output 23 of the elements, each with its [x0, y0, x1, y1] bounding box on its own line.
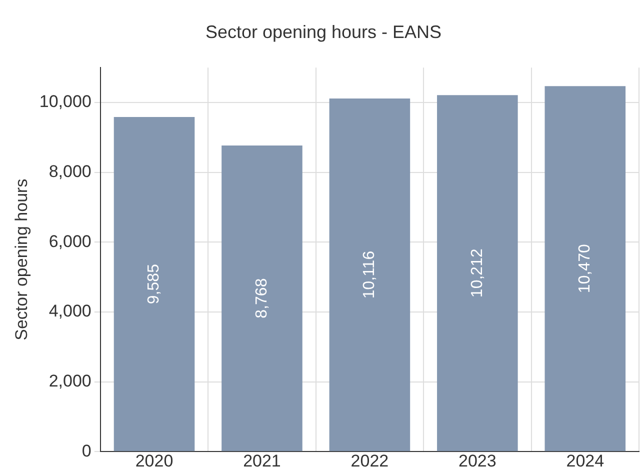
data-label: 9,585	[146, 264, 163, 304]
data-label: 10,212	[468, 248, 486, 298]
bar	[437, 95, 518, 452]
y-axis-title: Sector opening hours	[12, 178, 31, 340]
x-tick-label: 2024	[566, 451, 604, 470]
y-tick-label: 8,000	[48, 162, 92, 182]
data-label: 10,116	[361, 250, 378, 299]
x-tick-label: 2022	[350, 451, 389, 470]
bar	[544, 86, 626, 452]
x-tick-label: 2020	[135, 451, 174, 470]
x-tick-label: 2023	[458, 451, 496, 470]
x-tick-label: 2021	[243, 451, 281, 470]
y-tick-label: 0	[82, 441, 92, 460]
data-label: 10,470	[576, 244, 594, 294]
y-tick-label: 10,000	[39, 92, 92, 112]
y-tick-label: 6,000	[48, 232, 92, 251]
bar	[114, 116, 195, 452]
bar	[329, 98, 410, 452]
bar	[222, 146, 302, 452]
y-tick-label: 4,000	[48, 302, 92, 321]
data-label: 8,768	[253, 278, 270, 318]
y-tick-label: 2,000	[48, 371, 92, 390]
chart-title: Sector opening hours - EANS	[205, 22, 442, 42]
